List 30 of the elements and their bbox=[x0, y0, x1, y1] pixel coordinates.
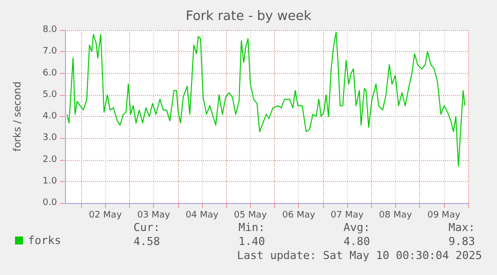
text: Last update: Sat May 10 00:30:04 2025 bbox=[236, 249, 482, 262]
y-tick-label: 0.0 bbox=[42, 198, 58, 208]
text: Min: bbox=[238, 221, 265, 234]
text: Avg: bbox=[344, 221, 370, 234]
y-tick-label: 1.0 bbox=[42, 176, 58, 186]
legend-label: forks bbox=[28, 234, 62, 247]
x-tick-label: 06 May bbox=[282, 210, 316, 220]
x-tick-label: 07 May bbox=[330, 210, 364, 220]
x-tick-label: 04 May bbox=[186, 210, 220, 220]
y-tick-label: 7.0 bbox=[42, 46, 58, 57]
chart-title: Fork rate - by week bbox=[186, 9, 312, 24]
x-tick-label: 03 May bbox=[137, 210, 171, 220]
text: 1.40 bbox=[238, 235, 265, 248]
x-tick-label: 02 May bbox=[88, 210, 122, 220]
x-tick-label: 05 May bbox=[234, 210, 268, 220]
x-tick-label: 08 May bbox=[379, 210, 413, 220]
text: 4.58 bbox=[134, 235, 160, 248]
y-tick-label: 6.0 bbox=[42, 68, 58, 78]
y-tick-label: 2.0 bbox=[42, 154, 58, 165]
y-tick-label: 5.0 bbox=[42, 90, 58, 100]
y-tick-label: 8.0 bbox=[42, 25, 58, 35]
text: Max: bbox=[448, 221, 475, 234]
line-series bbox=[66, 32, 466, 167]
text: 4.80 bbox=[344, 235, 370, 248]
text: 9.83 bbox=[448, 235, 475, 248]
y-tick-label: 3.0 bbox=[42, 133, 58, 144]
y-axis-title: forks / second bbox=[12, 81, 24, 152]
x-tick-label: 09 May bbox=[427, 210, 461, 220]
text: Cur: bbox=[134, 221, 160, 234]
y-tick-label: 4.0 bbox=[42, 112, 58, 122]
